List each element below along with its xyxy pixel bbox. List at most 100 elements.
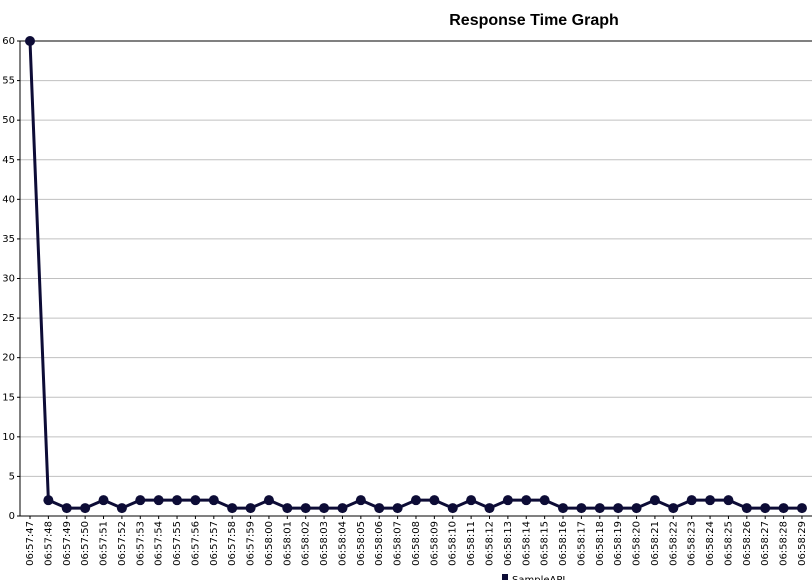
- x-tick-label: 06:57:56: [190, 521, 201, 566]
- y-tick-label: 60: [2, 36, 15, 47]
- data-point: [631, 503, 642, 514]
- x-tick-label: 06:58:14: [521, 521, 532, 566]
- x-tick-label: 06:57:50: [80, 521, 91, 566]
- data-point: [760, 503, 771, 514]
- data-point: [649, 495, 660, 506]
- data-point: [337, 503, 348, 514]
- x-tick-label: 06:58:00: [264, 521, 275, 566]
- data-point: [484, 503, 495, 514]
- x-tick-label: 06:58:10: [448, 521, 459, 566]
- data-point: [80, 503, 91, 514]
- x-tick-label: 06:58:16: [558, 521, 569, 566]
- x-tick-label: 06:58:03: [319, 521, 330, 566]
- y-tick-label: 10: [2, 432, 15, 443]
- data-point: [521, 495, 532, 506]
- data-point: [153, 495, 164, 506]
- x-tick-label: 06:57:55: [172, 521, 183, 566]
- x-tick-label: 06:57:59: [246, 521, 257, 566]
- data-point: [576, 503, 587, 514]
- data-point: [778, 503, 789, 514]
- legend-label: SampleAPI: [512, 575, 565, 580]
- data-point: [43, 495, 54, 506]
- y-tick-label: 35: [2, 234, 15, 245]
- data-point: [245, 503, 256, 514]
- data-point: [135, 495, 146, 506]
- x-tick-label: 06:57:48: [43, 521, 54, 566]
- x-tick-label: 06:58:22: [668, 521, 679, 566]
- y-tick-label: 50: [2, 115, 15, 126]
- data-point: [502, 495, 513, 506]
- x-tick-label: 06:58:13: [503, 521, 514, 566]
- data-point: [613, 503, 624, 514]
- x-tick-label: 06:58:11: [466, 521, 477, 566]
- data-point: [190, 495, 201, 506]
- data-point: [410, 495, 421, 506]
- data-point: [172, 495, 183, 506]
- y-tick-label: 5: [9, 471, 15, 482]
- x-tick-label: 06:58:18: [595, 521, 606, 566]
- x-tick-label: 06:57:58: [227, 521, 238, 566]
- data-point: [429, 495, 440, 506]
- data-point: [392, 503, 403, 514]
- data-point: [741, 503, 752, 514]
- data-point: [686, 495, 697, 506]
- x-tick-label: 06:57:51: [99, 521, 110, 566]
- data-point: [208, 495, 219, 506]
- y-tick-label: 45: [2, 155, 15, 166]
- x-tick-label: 06:57:53: [135, 521, 146, 566]
- x-tick-label: 06:58:17: [576, 521, 587, 566]
- data-point: [539, 495, 550, 506]
- data-point: [282, 503, 293, 514]
- x-tick-label: 06:58:27: [760, 521, 771, 566]
- data-point: [723, 495, 734, 506]
- x-tick-label: 06:57:49: [62, 521, 73, 566]
- y-tick-label: 30: [2, 274, 15, 285]
- x-tick-label: 06:58:15: [540, 521, 551, 566]
- x-tick-label: 06:58:29: [797, 521, 808, 566]
- x-tick-label: 06:58:21: [650, 521, 661, 566]
- x-tick-label: 06:58:20: [632, 521, 643, 566]
- data-point: [466, 495, 477, 506]
- y-tick-label: 40: [2, 194, 15, 205]
- x-tick-label: 06:58:19: [613, 521, 624, 566]
- x-tick-label: 06:58:07: [393, 521, 404, 566]
- x-tick-label: 06:58:12: [485, 521, 496, 566]
- data-point: [25, 36, 35, 46]
- x-tick-label: 06:58:02: [301, 521, 312, 566]
- data-point: [319, 503, 330, 514]
- data-point: [300, 503, 311, 514]
- x-tick-label: 06:58:25: [723, 521, 734, 566]
- data-point: [61, 503, 72, 514]
- data-point: [705, 495, 716, 506]
- x-tick-label: 06:57:52: [117, 521, 128, 566]
- y-tick-label: 15: [2, 392, 15, 403]
- data-point: [668, 503, 679, 514]
- y-tick-label: 25: [2, 313, 15, 324]
- x-tick-label: 06:58:09: [429, 521, 440, 566]
- y-tick-label: 20: [2, 353, 15, 364]
- data-point: [594, 503, 605, 514]
- data-point: [374, 503, 385, 514]
- data-point: [447, 503, 458, 514]
- x-tick-label: 06:58:04: [337, 521, 348, 566]
- chart-title: Response Time Graph: [449, 12, 619, 29]
- x-tick-label: 06:58:28: [779, 521, 790, 566]
- x-tick-label: 06:58:06: [374, 521, 385, 566]
- data-point: [116, 503, 127, 514]
- data-point: [355, 495, 366, 506]
- x-tick-label: 06:57:54: [154, 521, 165, 566]
- data-point: [263, 495, 274, 506]
- x-tick-label: 06:58:05: [356, 521, 367, 566]
- x-tick-label: 06:58:23: [687, 521, 698, 566]
- x-tick-label: 06:58:26: [742, 521, 753, 566]
- data-point: [227, 503, 238, 514]
- y-tick-label: 55: [2, 76, 15, 87]
- x-tick-label: 06:57:57: [209, 521, 220, 566]
- data-point: [98, 495, 109, 506]
- data-point: [796, 503, 807, 514]
- x-tick-label: 06:58:01: [282, 521, 293, 566]
- y-tick-label: 0: [9, 511, 15, 522]
